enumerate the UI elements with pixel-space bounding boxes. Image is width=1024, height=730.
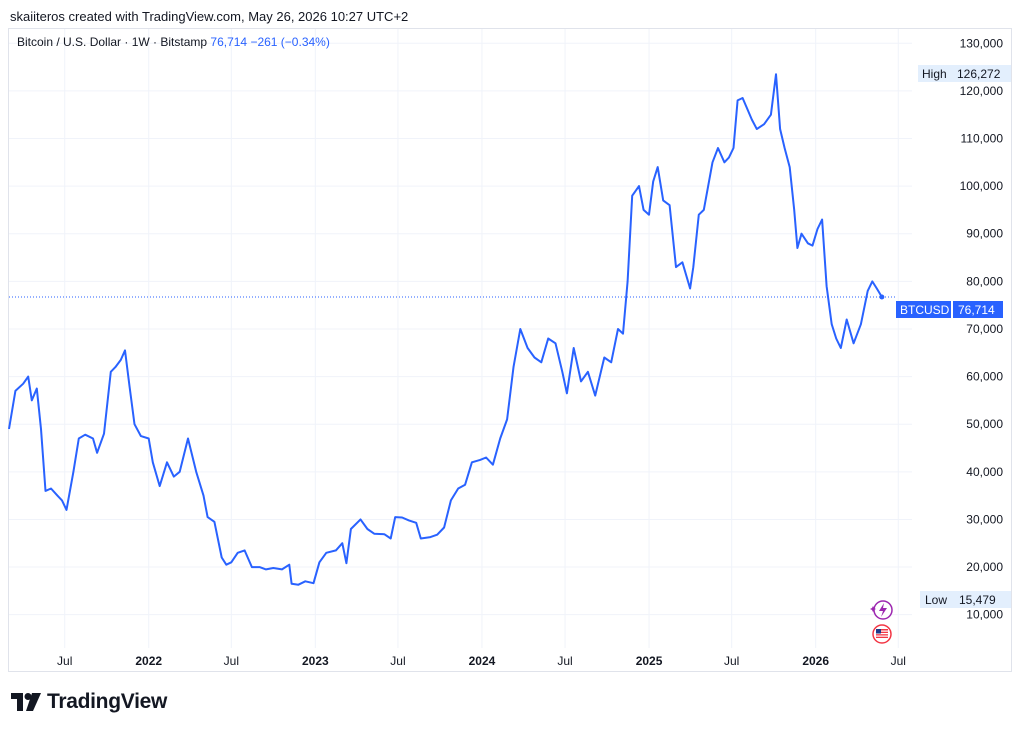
x-tick-label: Jul — [224, 654, 239, 668]
low-label: Low 15,479 — [920, 591, 1011, 608]
y-tick-label: 20,000 — [966, 560, 1003, 574]
grid-lines — [9, 29, 912, 648]
lightning-event-icon[interactable] — [870, 600, 893, 620]
last-price-dot — [879, 294, 885, 300]
legend-change: −261 (−0.34%) — [250, 35, 330, 49]
y-tick-label: 60,000 — [966, 370, 1003, 384]
y-axis-ticks: 130,000 120,000 110,000 100,000 90,000 80,000… — [960, 36, 1004, 621]
chart-attribution: skaiiteros created with TradingView.com,… — [10, 9, 409, 24]
x-tick-label: Jul — [390, 654, 405, 668]
x-tick-label: 2025 — [636, 654, 663, 668]
current-price-label: BTCUSD 76,714 — [896, 301, 1003, 318]
y-tick-label: 50,000 — [966, 417, 1003, 431]
y-tick-label: 70,000 — [966, 322, 1003, 336]
x-tick-label: Jul — [57, 654, 72, 668]
legend-price: 76,714 — [210, 35, 248, 49]
tradingview-logo[interactable]: TradingView — [11, 690, 167, 714]
x-tick-label: 2026 — [802, 654, 829, 668]
x-axis-ticks: Jul 2022 Jul 2023 Jul 2024 Jul 2025 Jul 2026 Jul — [57, 654, 906, 668]
current-price-value: 76,714 — [958, 303, 995, 317]
tradingview-logo-icon — [11, 693, 41, 711]
y-tick-label: 100,000 — [960, 179, 1004, 193]
high-label-text: High — [922, 67, 947, 81]
y-tick-label: 80,000 — [966, 274, 1003, 288]
symbol-legend: Bitcoin / U.S. Dollar · 1W · Bitstamp 76… — [17, 35, 330, 49]
low-label-text: Low — [925, 593, 947, 607]
y-tick-label: 90,000 — [966, 227, 1003, 241]
high-label: High 126,272 — [918, 65, 1011, 82]
high-label-value: 126,272 — [957, 67, 1001, 81]
y-tick-label: 30,000 — [966, 512, 1003, 526]
y-tick-label: 130,000 — [960, 36, 1004, 50]
x-tick-label: Jul — [557, 654, 572, 668]
chart-frame — [8, 28, 1012, 672]
price-series-line — [8, 73, 883, 586]
x-tick-label: 2024 — [469, 654, 496, 668]
y-tick-label: 40,000 — [966, 465, 1003, 479]
tradingview-brand-text: TradingView — [47, 690, 168, 713]
x-tick-label: Jul — [891, 654, 906, 668]
symbol-name: Bitcoin / U.S. Dollar · 1W · Bitstamp — [17, 35, 208, 49]
y-tick-label: 10,000 — [966, 608, 1003, 622]
ticker-tag: BTCUSD — [900, 303, 950, 317]
y-tick-label: 120,000 — [960, 84, 1004, 98]
y-tick-label: 110,000 — [961, 132, 1004, 146]
x-tick-label: Jul — [724, 654, 739, 668]
x-tick-label: 2022 — [135, 654, 162, 668]
x-tick-label: 2023 — [302, 654, 329, 668]
us-flag-event-icon[interactable] — [872, 624, 892, 644]
low-label-value: 15,479 — [959, 593, 996, 607]
